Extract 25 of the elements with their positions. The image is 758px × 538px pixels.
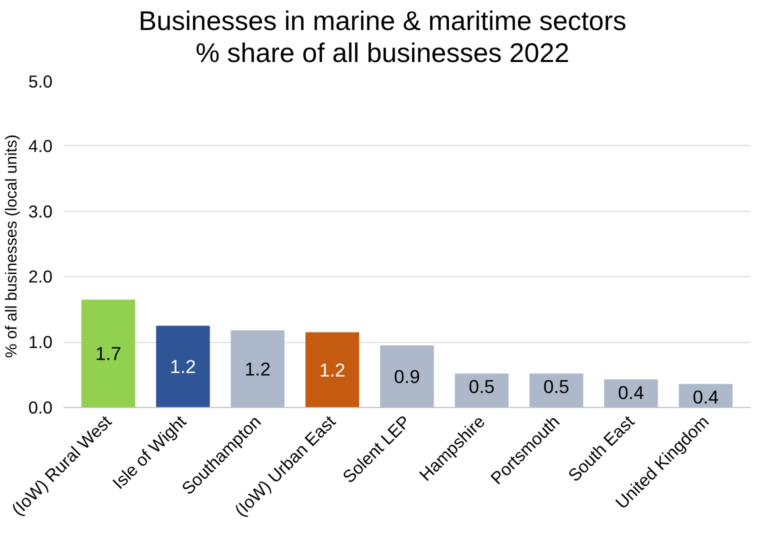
chart-title: Businesses in marine & maritime sectors % share of all businesses 2022 [138,5,626,70]
data-label: 0.9 [394,366,420,387]
bar [230,330,285,408]
y-tick-label: 3.0 [28,201,53,222]
bar [156,326,210,408]
bar [604,379,658,408]
bar [305,332,360,408]
y-tick-label: 2.0 [28,266,53,286]
y-axis-title: % of all businesses (local units) [3,134,20,358]
bar [529,373,584,408]
bar [380,345,434,408]
data-label: 1.2 [170,356,196,377]
y-tick-label: 0.0 [28,397,53,418]
data-label: 0.4 [692,386,719,408]
data-label: 0.5 [543,376,570,397]
y-tick-label: 5.0 [28,71,53,92]
y-tick-label: 4.0 [28,136,53,156]
data-label: 1.2 [319,359,346,380]
y-tick-label: 1.0 [28,332,53,352]
data-label: 1.2 [244,358,271,380]
bar [454,373,509,408]
data-label: 1.7 [95,342,122,364]
data-label: 0.4 [618,382,644,403]
data-label: 0.5 [468,376,495,397]
bar [81,299,136,408]
